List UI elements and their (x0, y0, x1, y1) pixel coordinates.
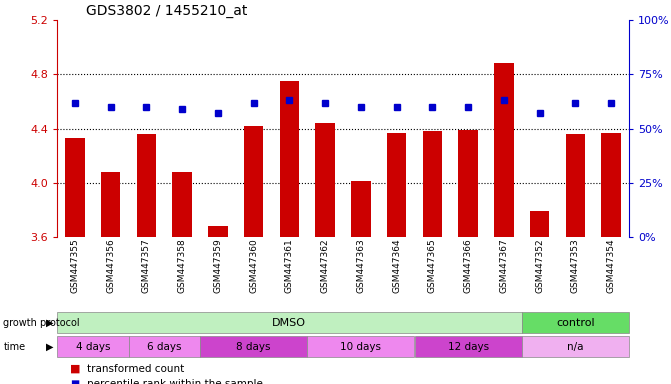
Bar (208, 226, 227, 237)
Text: 12 days: 12 days (448, 342, 488, 352)
Bar (458, 130, 478, 237)
Bar (601, 132, 621, 237)
Bar (315, 123, 335, 237)
Text: DMSO: DMSO (272, 318, 307, 328)
Bar (566, 134, 585, 237)
Text: transformed count: transformed count (87, 364, 185, 374)
Bar (423, 131, 442, 237)
Text: ■: ■ (70, 379, 80, 384)
Bar (136, 134, 156, 237)
Bar (280, 81, 299, 237)
Text: ▶: ▶ (46, 342, 54, 352)
Text: 6 days: 6 days (147, 342, 181, 352)
Bar (244, 126, 264, 237)
Bar (351, 182, 370, 237)
Bar (65, 138, 85, 237)
Text: GDS3802 / 1455210_at: GDS3802 / 1455210_at (86, 3, 247, 18)
Bar (494, 63, 514, 237)
Text: 10 days: 10 days (340, 342, 381, 352)
Text: ■: ■ (70, 364, 81, 374)
Text: 8 days: 8 days (236, 342, 271, 352)
Bar (386, 132, 407, 237)
Bar (101, 172, 121, 237)
Text: percentile rank within the sample: percentile rank within the sample (87, 379, 263, 384)
Text: time: time (3, 342, 25, 352)
Text: 4 days: 4 days (76, 342, 110, 352)
Text: n/a: n/a (567, 342, 584, 352)
Bar (172, 172, 192, 237)
Text: growth protocol: growth protocol (3, 318, 80, 328)
Text: control: control (556, 318, 595, 328)
Bar (530, 211, 550, 237)
Text: ▶: ▶ (46, 318, 54, 328)
